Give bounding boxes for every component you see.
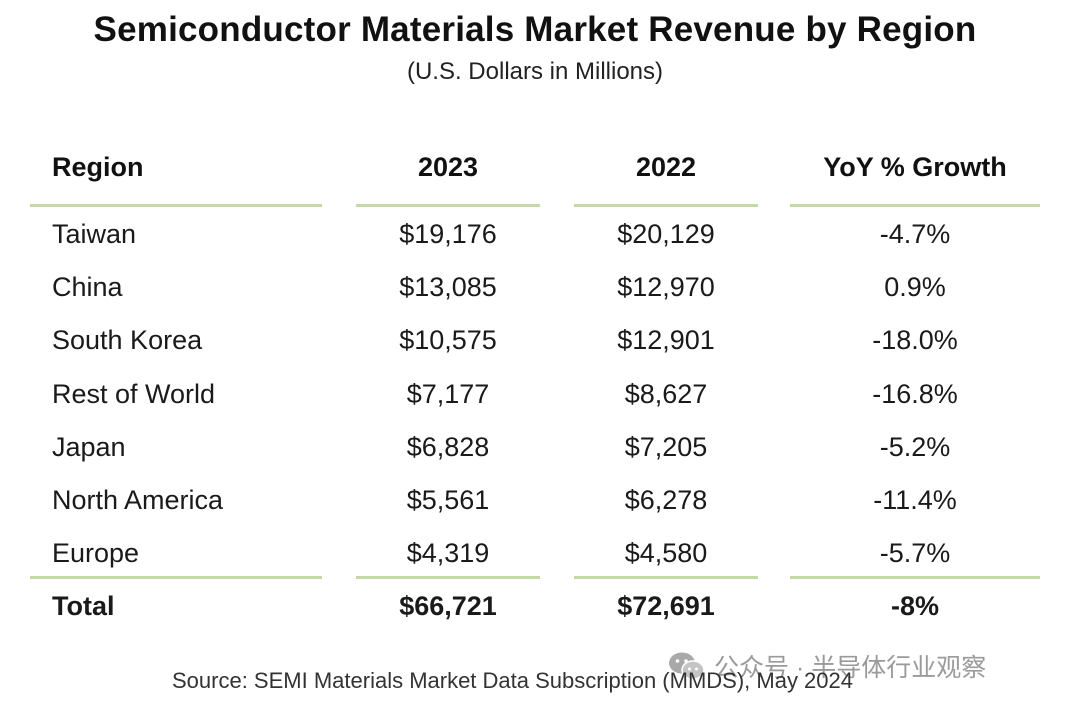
header-region: Region	[52, 152, 144, 182]
row-region: Europe	[52, 538, 140, 568]
total-rule	[790, 576, 1040, 579]
total-2023: $66,721	[399, 591, 497, 621]
watermark: 公众号 · 半导体行业观察	[668, 648, 986, 684]
row-2023: $6,828	[406, 432, 490, 462]
watermark-text: 公众号 · 半导体行业观察	[714, 654, 987, 682]
row-region: Taiwan	[52, 219, 137, 249]
row-2022: $6,278	[624, 485, 708, 515]
row-yoy: -16.8%	[872, 379, 958, 409]
header-yoy-growth: YoY % Growth	[823, 152, 1007, 182]
row-yoy: -5.7%	[879, 538, 951, 568]
wechat-icon	[668, 651, 706, 681]
row-yoy: -4.7%	[879, 219, 951, 249]
row-2022: $12,970	[617, 272, 715, 302]
row-yoy: 0.9%	[884, 272, 946, 302]
header-rule	[574, 204, 758, 207]
row-region: Rest of World	[52, 379, 216, 409]
header-2023: 2023	[417, 152, 479, 182]
row-region: China	[52, 272, 123, 302]
header-rule	[30, 204, 322, 207]
row-2023: $19,176	[399, 219, 497, 249]
chart-subtitle: (U.S. Dollars in Millions)	[406, 58, 664, 85]
row-yoy: -5.2%	[879, 432, 951, 462]
total-rule	[356, 576, 540, 579]
row-yoy: -11.4%	[873, 485, 957, 515]
row-2022: $12,901	[617, 325, 715, 355]
row-region: North America	[52, 485, 224, 515]
row-yoy: -18.0%	[872, 325, 958, 355]
total-yoy: -8%	[890, 591, 939, 621]
row-2022: $20,129	[617, 219, 715, 249]
row-2023: $4,319	[406, 538, 490, 568]
total-2022: $72,691	[617, 591, 715, 621]
source-note: Source: SEMI Materials Market Data Subsc…	[172, 668, 854, 693]
total-rule	[30, 576, 322, 579]
row-2022: $7,205	[624, 432, 708, 462]
chart-title: Semiconductor Materials Market Revenue b…	[93, 10, 977, 49]
total-label: Total	[52, 591, 115, 621]
row-2022: $4,580	[624, 538, 708, 568]
row-2023: $5,561	[406, 485, 490, 515]
row-2023: $10,575	[399, 325, 497, 355]
row-2023: $13,085	[399, 272, 497, 302]
row-region: Japan	[52, 432, 126, 462]
header-rule	[356, 204, 540, 207]
row-region: South Korea	[52, 325, 203, 355]
row-2023: $7,177	[406, 379, 490, 409]
header-2022: 2022	[635, 152, 697, 182]
header-rule	[790, 204, 1040, 207]
row-2022: $8,627	[624, 379, 708, 409]
total-rule	[574, 576, 758, 579]
